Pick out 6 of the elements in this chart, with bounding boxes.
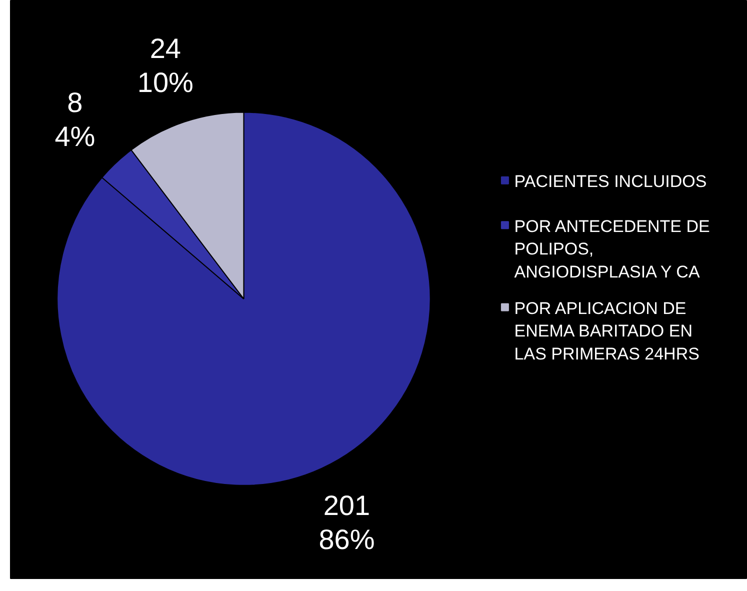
legend-label: POR ANTECEDENTE DE POLIPOS, ANGIODISPLASIA Y CA [514,216,710,282]
legend-label: POR APLICACION DE ENEMA BARITADO EN LAS PRIMERAS 24HRS [514,298,700,364]
data-label: 201 86% [318,490,375,555]
legend-label: PACIENTES INCLUIDOS [514,172,707,192]
data-label: 8 4% [54,87,96,152]
data-label: 24 10% [137,32,194,98]
